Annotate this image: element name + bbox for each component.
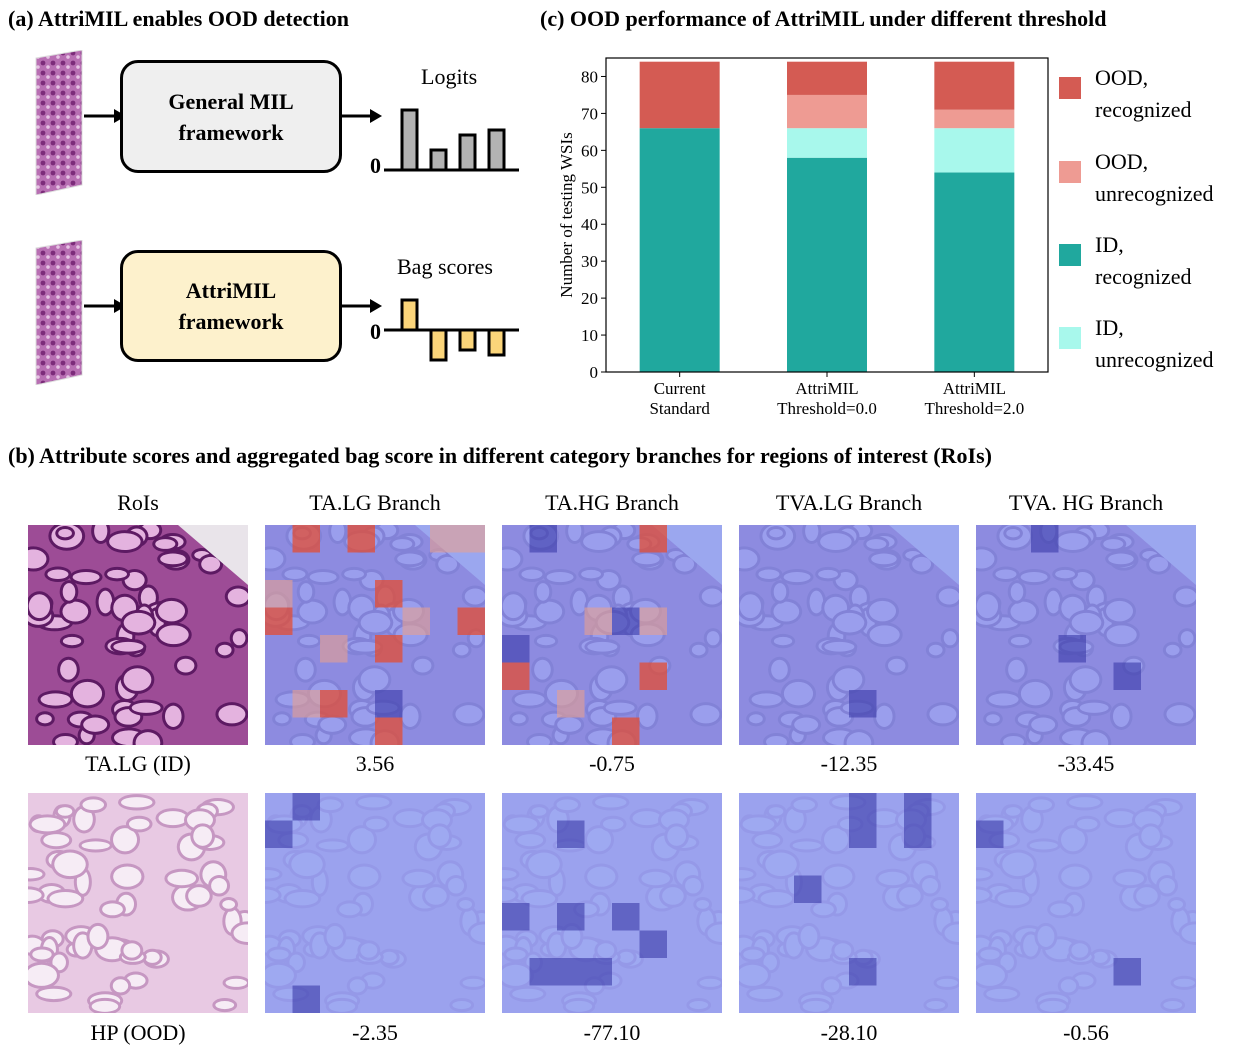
score-r1-c1: 3.56 [355,751,395,776]
legend-label-2: ID, recognized [1095,232,1192,289]
col-header-rois: RoIs [117,490,159,515]
legend-swatch-1 [1059,161,1081,183]
attribute-heatmap-r0-c1 [265,525,485,745]
attribute-heatmap-r0-c2 [502,525,722,745]
attribute-heatmap-r1-c1 [265,793,485,1013]
attribute-heatmap-r0-c3 [739,525,959,745]
legend-label-1: OOD, unrecognized [1095,149,1214,206]
bag-scores-bar-chart [384,298,519,362]
attrimil-box: AttriMIL framework [120,250,342,362]
bar-seg-0-0 [639,128,720,372]
attribute-heatmap-r1-c4 [976,793,1196,1013]
wsi-thumbnail-2 [35,240,83,385]
bag-score-bar-2 [458,328,477,352]
x-tick-label-1-1: Threshold=0.0 [777,399,877,418]
y-tick-label-50: 50 [581,178,598,197]
score-r2-c2: -77.10 [583,1020,641,1045]
col-header-ta-hg: TA.HG Branch [545,490,679,515]
bag-score-bar-3 [487,328,506,357]
row-label-ta-lg: TA.LG (ID) [85,751,191,776]
arrow-out-2-icon [342,299,382,313]
bar-seg-2-2 [934,109,1015,129]
score-r2-c4: -0.56 [1063,1020,1109,1045]
legend-swatch-2 [1059,244,1081,266]
logits-label: Logits [421,64,478,89]
attribute-heatmap-r1-c3 [739,793,959,1013]
logit-bar-2 [458,133,477,172]
y-tick-label-40: 40 [581,215,598,234]
bag-score-bar-0 [400,298,419,332]
panel-b-title: (b) Attribute scores and aggregated bag … [8,443,992,468]
logit-bar-1 [429,148,448,172]
row-label-hp: HP (OOD) [90,1020,186,1045]
col-header-tva-lg: TVA.LG Branch [775,490,923,515]
roi-image-0 [28,525,248,745]
legend-swatch-3 [1059,327,1081,349]
bar-seg-1-0 [787,157,867,372]
logit-bar-0 [400,108,419,172]
roi-image-1 [28,793,248,1013]
col-header-tva-hg: TVA. HG Branch [1008,490,1164,515]
attribute-heatmap-r0-c4 [976,525,1196,745]
score-r2-c1: -2.35 [352,1020,398,1045]
score-r1-c3: -12.35 [820,751,878,776]
bar-seg-1-3 [787,61,867,95]
bar-seg-1-1 [787,128,867,158]
legend-label-3: ID, unrecognized [1095,315,1214,372]
arrow-out-1-icon [342,109,382,123]
bag-scores-label: Bag scores [397,254,493,279]
bag-zero-label: 0 [370,319,381,344]
legend-label-0: OOD, recognized [1095,65,1192,122]
y-tick-label-80: 80 [581,67,598,86]
score-r2-c3: -28.10 [820,1020,878,1045]
logits-bar-chart [384,108,519,172]
legend-swatch-0 [1059,77,1081,99]
score-r1-c4: -33.45 [1057,751,1115,776]
bar-seg-1-2 [787,94,867,129]
x-tick-label-2-0: AttriMIL [943,379,1006,398]
attribute-heatmap-r1-c2 [502,793,722,1013]
bar-seg-2-0 [934,172,1015,372]
plot-frame [605,57,1049,373]
score-r1-c2: -0.75 [589,751,635,776]
bag-score-bar-1 [429,328,448,362]
y-tick-label-10: 10 [581,326,598,345]
bar-seg-2-3 [934,61,1015,110]
x-tick-label-0-0: Current [654,379,706,398]
logits-zero-label: 0 [370,153,381,178]
bar-seg-0-3 [639,61,720,129]
y-tick-label-0: 0 [590,363,599,382]
panel-c-title: (c) OOD performance of AttriMIL under di… [540,6,1107,31]
y-tick-label-20: 20 [581,289,598,308]
y-tick-label-60: 60 [581,141,598,160]
wsi-thumbnail-1 [35,50,83,195]
general-mil-box: General MIL framework [120,60,342,173]
y-tick-label-70: 70 [581,104,598,123]
y-tick-label-30: 30 [581,252,598,271]
bar-seg-2-1 [934,128,1015,173]
panel-a-title: (a) AttriMIL enables OOD detection [8,6,349,31]
stacked-bar-chart: CurrentStandardAttriMILThreshold=0.0Attr… [557,57,1049,418]
x-tick-label-0-1: Standard [649,399,710,418]
logit-bar-3 [487,128,506,172]
x-tick-label-2-1: Threshold=2.0 [924,399,1024,418]
y-axis-label: Number of testing WSIs [557,132,576,297]
col-header-ta-lg: TA.LG Branch [309,490,441,515]
x-tick-label-1-0: AttriMIL [795,379,858,398]
